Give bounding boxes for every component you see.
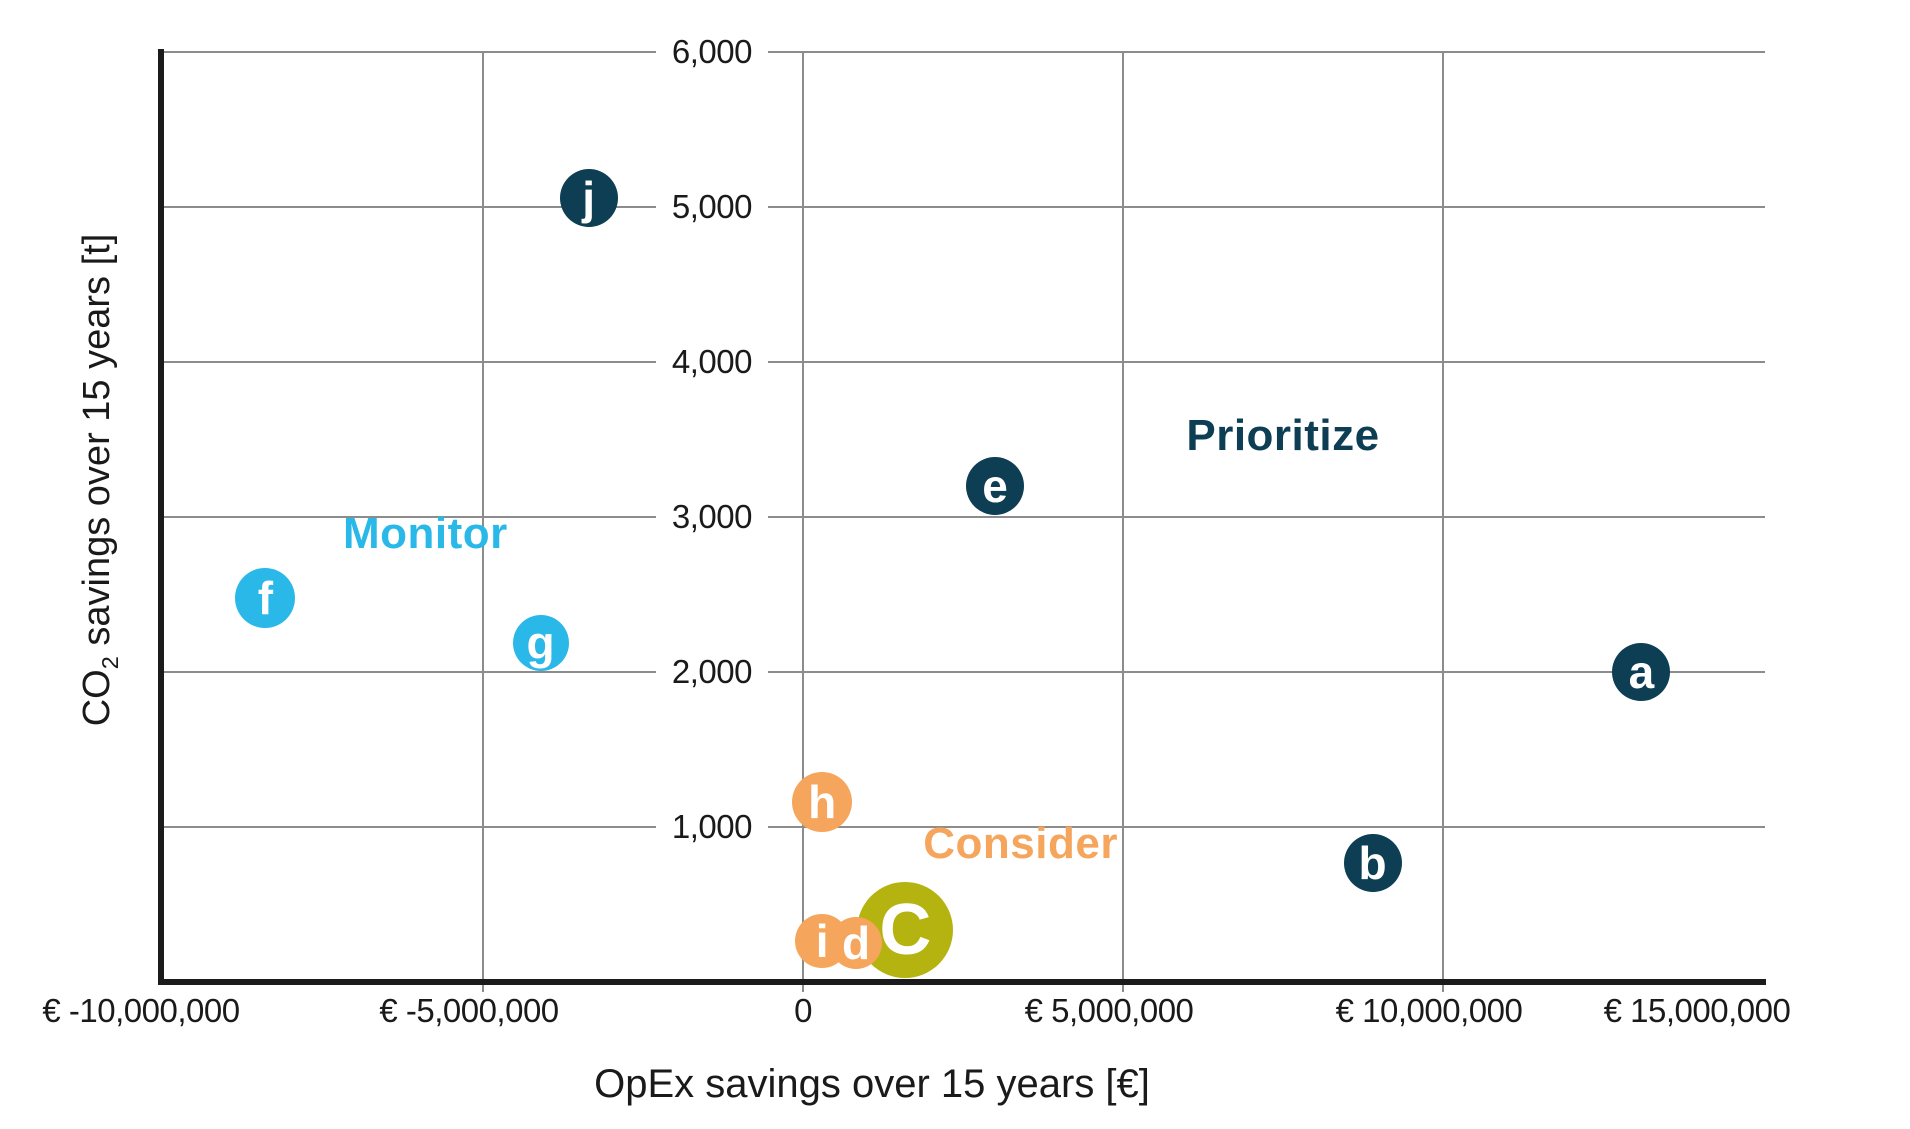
x-tick-label-10000000: € 10,000,000 [1335,992,1523,1029]
y-axis-title-subscript: 2 [96,656,123,670]
gridline-y-1000 [158,826,1765,828]
gridline-x--5000000 [482,51,484,992]
y-axis-title: CO2 savings over 15 years [t] [76,234,124,727]
y-tick-label-4000: 4,000 [655,341,768,383]
y-tick-label-5000: 5,000 [655,186,768,228]
gridline-y-4000 [158,361,1765,363]
x-axis-title: OpEx savings over 15 years [€] [594,1062,1150,1106]
gridline-x-0 [802,51,804,992]
quadrant-label-monitor: Monitor [342,509,508,559]
point-d: d [830,917,883,970]
x-tick-label--5000000: € -5,000,000 [379,992,559,1029]
point-e: e [966,457,1024,515]
x-axis-line [158,979,1766,985]
y-tick-label-2000: 2,000 [655,651,768,693]
point-f: f [235,567,296,628]
y-tick-label-1000: 1,000 [655,806,768,848]
quadrant-label-prioritize: Prioritize [1186,411,1380,461]
gridline-x-5000000 [1122,51,1124,992]
point-b: b [1343,833,1402,892]
y-axis-title-suffix: savings over 15 years [t] [76,233,119,657]
gridline-y-2000 [158,671,1765,673]
point-j: j [559,168,618,227]
y-axis-title-prefix: CO [76,669,119,727]
x-tick-label-0: 0 [794,992,812,1029]
point-g: g [512,614,569,671]
x-tick-label--10000000: € -10,000,000 [42,992,240,1029]
x-tick-label-5000000: € 5,000,000 [1024,992,1194,1029]
point-h: h [792,772,853,833]
gridline-y-3000 [158,516,1765,518]
y-axis-line [158,49,164,985]
y-tick-label-3000: 3,000 [655,496,768,538]
y-tick-label-6000: 6,000 [655,31,768,73]
point-a: a [1612,643,1671,701]
gridline-x-10000000 [1442,51,1444,992]
gridline-y-6000 [158,51,1765,53]
gridline-y-5000 [158,206,1765,208]
quadrant-label-consider: Consider [923,819,1118,869]
x-tick-label-15000000: € 15,000,000 [1603,992,1791,1029]
